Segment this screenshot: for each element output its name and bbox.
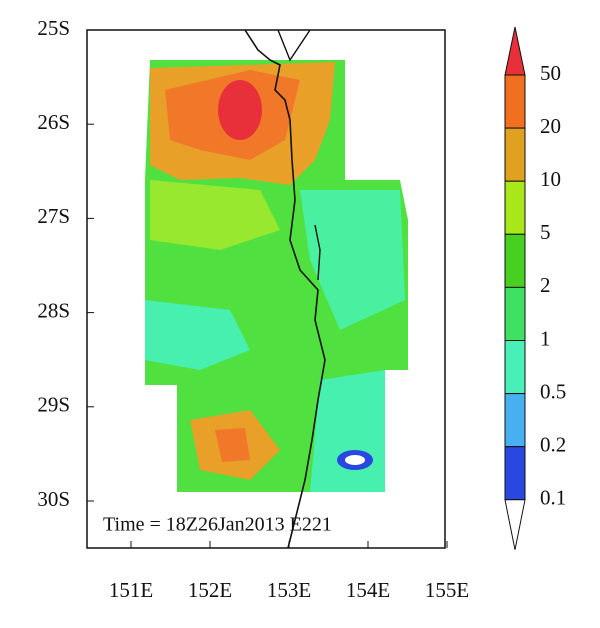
colorbar-bottom (504, 499, 526, 550)
colorbar-segment (504, 127, 526, 182)
x-tick-label: 152E (188, 578, 232, 602)
colorbar-segment (504, 233, 526, 288)
y-tick-label: 30S (37, 487, 70, 511)
colorbar-label: 0.1 (540, 486, 566, 510)
colorbar-segment (504, 393, 526, 448)
colorbar-label: 50 (540, 61, 561, 85)
x-tick-label: 155E (425, 578, 469, 602)
field (145, 29, 408, 549)
colorbar-label: 0.5 (540, 379, 566, 403)
y-tick-label: 27S (37, 204, 70, 228)
x-tick-label: 151E (109, 578, 153, 602)
colorbar-label: 1 (540, 326, 551, 350)
colorbar-label: 5 (540, 220, 551, 244)
time-annotation: Time = 18Z26Jan2013 E221 (103, 514, 332, 536)
colorbar-segment (504, 286, 526, 341)
y-tick-label: 28S (37, 298, 70, 322)
colorbar-segment (504, 340, 526, 395)
x-tick-label: 154E (346, 578, 390, 602)
colorbar-label: 10 (540, 167, 561, 191)
colorbar-label: 2 (540, 273, 551, 297)
y-tick-label: 25S (37, 16, 70, 40)
colorbar-segment (504, 180, 526, 235)
plot-frame (86, 29, 446, 549)
x-tick-label: 153E (267, 578, 311, 602)
colorbar-segment (504, 74, 526, 129)
colorbar-label: 20 (540, 114, 561, 138)
colorbar-top (504, 26, 526, 76)
colorbar-segment (504, 446, 526, 501)
y-tick-label: 26S (37, 110, 70, 134)
y-tick-label: 29S (37, 393, 70, 417)
colorbar-label: 0.2 (540, 433, 566, 457)
